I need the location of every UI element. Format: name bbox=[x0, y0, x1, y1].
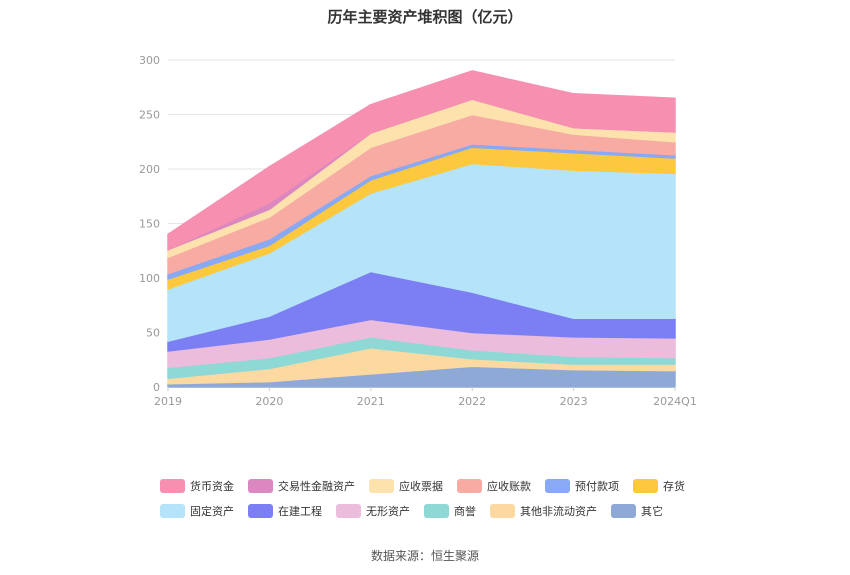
legend-item[interactable]: 存货 bbox=[633, 478, 685, 494]
legend-label: 固定资产 bbox=[190, 504, 234, 518]
legend-item[interactable]: 应收账款 bbox=[457, 478, 531, 494]
legend-label: 其它 bbox=[641, 504, 663, 518]
legend-label: 在建工程 bbox=[278, 504, 322, 518]
x-tick-label: 2021 bbox=[357, 395, 385, 408]
x-tick-label: 2023 bbox=[560, 395, 588, 408]
legend-swatch bbox=[248, 503, 273, 518]
legend-swatch bbox=[336, 503, 361, 518]
legend-swatch bbox=[633, 478, 658, 493]
legend-swatch bbox=[369, 478, 394, 493]
area-series-group bbox=[167, 70, 676, 388]
y-tick-label: 50 bbox=[146, 327, 160, 340]
legend-swatch bbox=[160, 478, 185, 493]
legend: 货币资金 交易性金融资产 应收票据 应收账款 预付款项 存货 固定资产 在建工程 无形资产 商誉… bbox=[160, 473, 720, 523]
legend-swatch bbox=[611, 503, 636, 518]
legend-label: 交易性金融资产 bbox=[278, 479, 355, 493]
legend-row: 固定资产 在建工程 无形资产 商誉 其他非流动资产 其它 bbox=[160, 498, 720, 523]
legend-label: 商誉 bbox=[454, 504, 476, 518]
y-tick-label: 0 bbox=[153, 381, 160, 394]
x-tick-label: 2024Q1 bbox=[653, 395, 697, 408]
legend-item[interactable]: 预付款项 bbox=[545, 478, 619, 494]
y-tick-label: 100 bbox=[139, 272, 160, 285]
legend-item[interactable]: 交易性金融资产 bbox=[248, 478, 355, 494]
legend-swatch bbox=[490, 503, 515, 518]
y-tick-label: 250 bbox=[139, 109, 160, 122]
legend-item[interactable]: 无形资产 bbox=[336, 503, 410, 519]
legend-label: 货币资金 bbox=[190, 479, 234, 493]
y-tick-label: 300 bbox=[139, 54, 160, 67]
legend-label: 预付款项 bbox=[575, 479, 619, 493]
legend-label: 应收账款 bbox=[487, 479, 531, 493]
legend-swatch bbox=[457, 478, 482, 493]
chart-title: 历年主要资产堆积图（亿元） bbox=[327, 8, 523, 26]
legend-label: 存货 bbox=[663, 479, 685, 493]
legend-item[interactable]: 其他非流动资产 bbox=[490, 503, 597, 519]
legend-swatch bbox=[545, 478, 570, 493]
legend-row: 货币资金 交易性金融资产 应收票据 应收账款 预付款项 存货 bbox=[160, 473, 720, 498]
x-tick-label: 2022 bbox=[458, 395, 486, 408]
legend-item[interactable]: 固定资产 bbox=[160, 503, 234, 519]
x-tick-label: 2019 bbox=[154, 395, 182, 408]
legend-label: 应收票据 bbox=[399, 479, 443, 493]
legend-swatch bbox=[248, 478, 273, 493]
stacked-area-chart: 0 50 100 150 200 250 300 2019 2020 2021 2022 2023 20… bbox=[139, 54, 697, 408]
legend-label: 无形资产 bbox=[366, 504, 410, 518]
legend-item[interactable]: 货币资金 bbox=[160, 478, 234, 494]
legend-item[interactable]: 在建工程 bbox=[248, 503, 322, 519]
axes: 0 50 100 150 200 250 300 2019 2020 2021 2022 2023 20… bbox=[139, 54, 697, 408]
legend-swatch bbox=[160, 503, 185, 518]
legend-item[interactable]: 商誉 bbox=[424, 503, 476, 519]
y-tick-label: 150 bbox=[139, 218, 160, 231]
area-series[interactable] bbox=[167, 70, 676, 251]
legend-label: 其他非流动资产 bbox=[520, 504, 597, 518]
data-source: 数据来源：恒生聚源 bbox=[370, 549, 479, 563]
y-tick-label: 200 bbox=[139, 163, 160, 176]
legend-item[interactable]: 应收票据 bbox=[369, 478, 443, 494]
legend-item[interactable]: 其它 bbox=[611, 503, 663, 519]
x-tick-label: 2020 bbox=[255, 395, 283, 408]
legend-swatch bbox=[424, 503, 449, 518]
